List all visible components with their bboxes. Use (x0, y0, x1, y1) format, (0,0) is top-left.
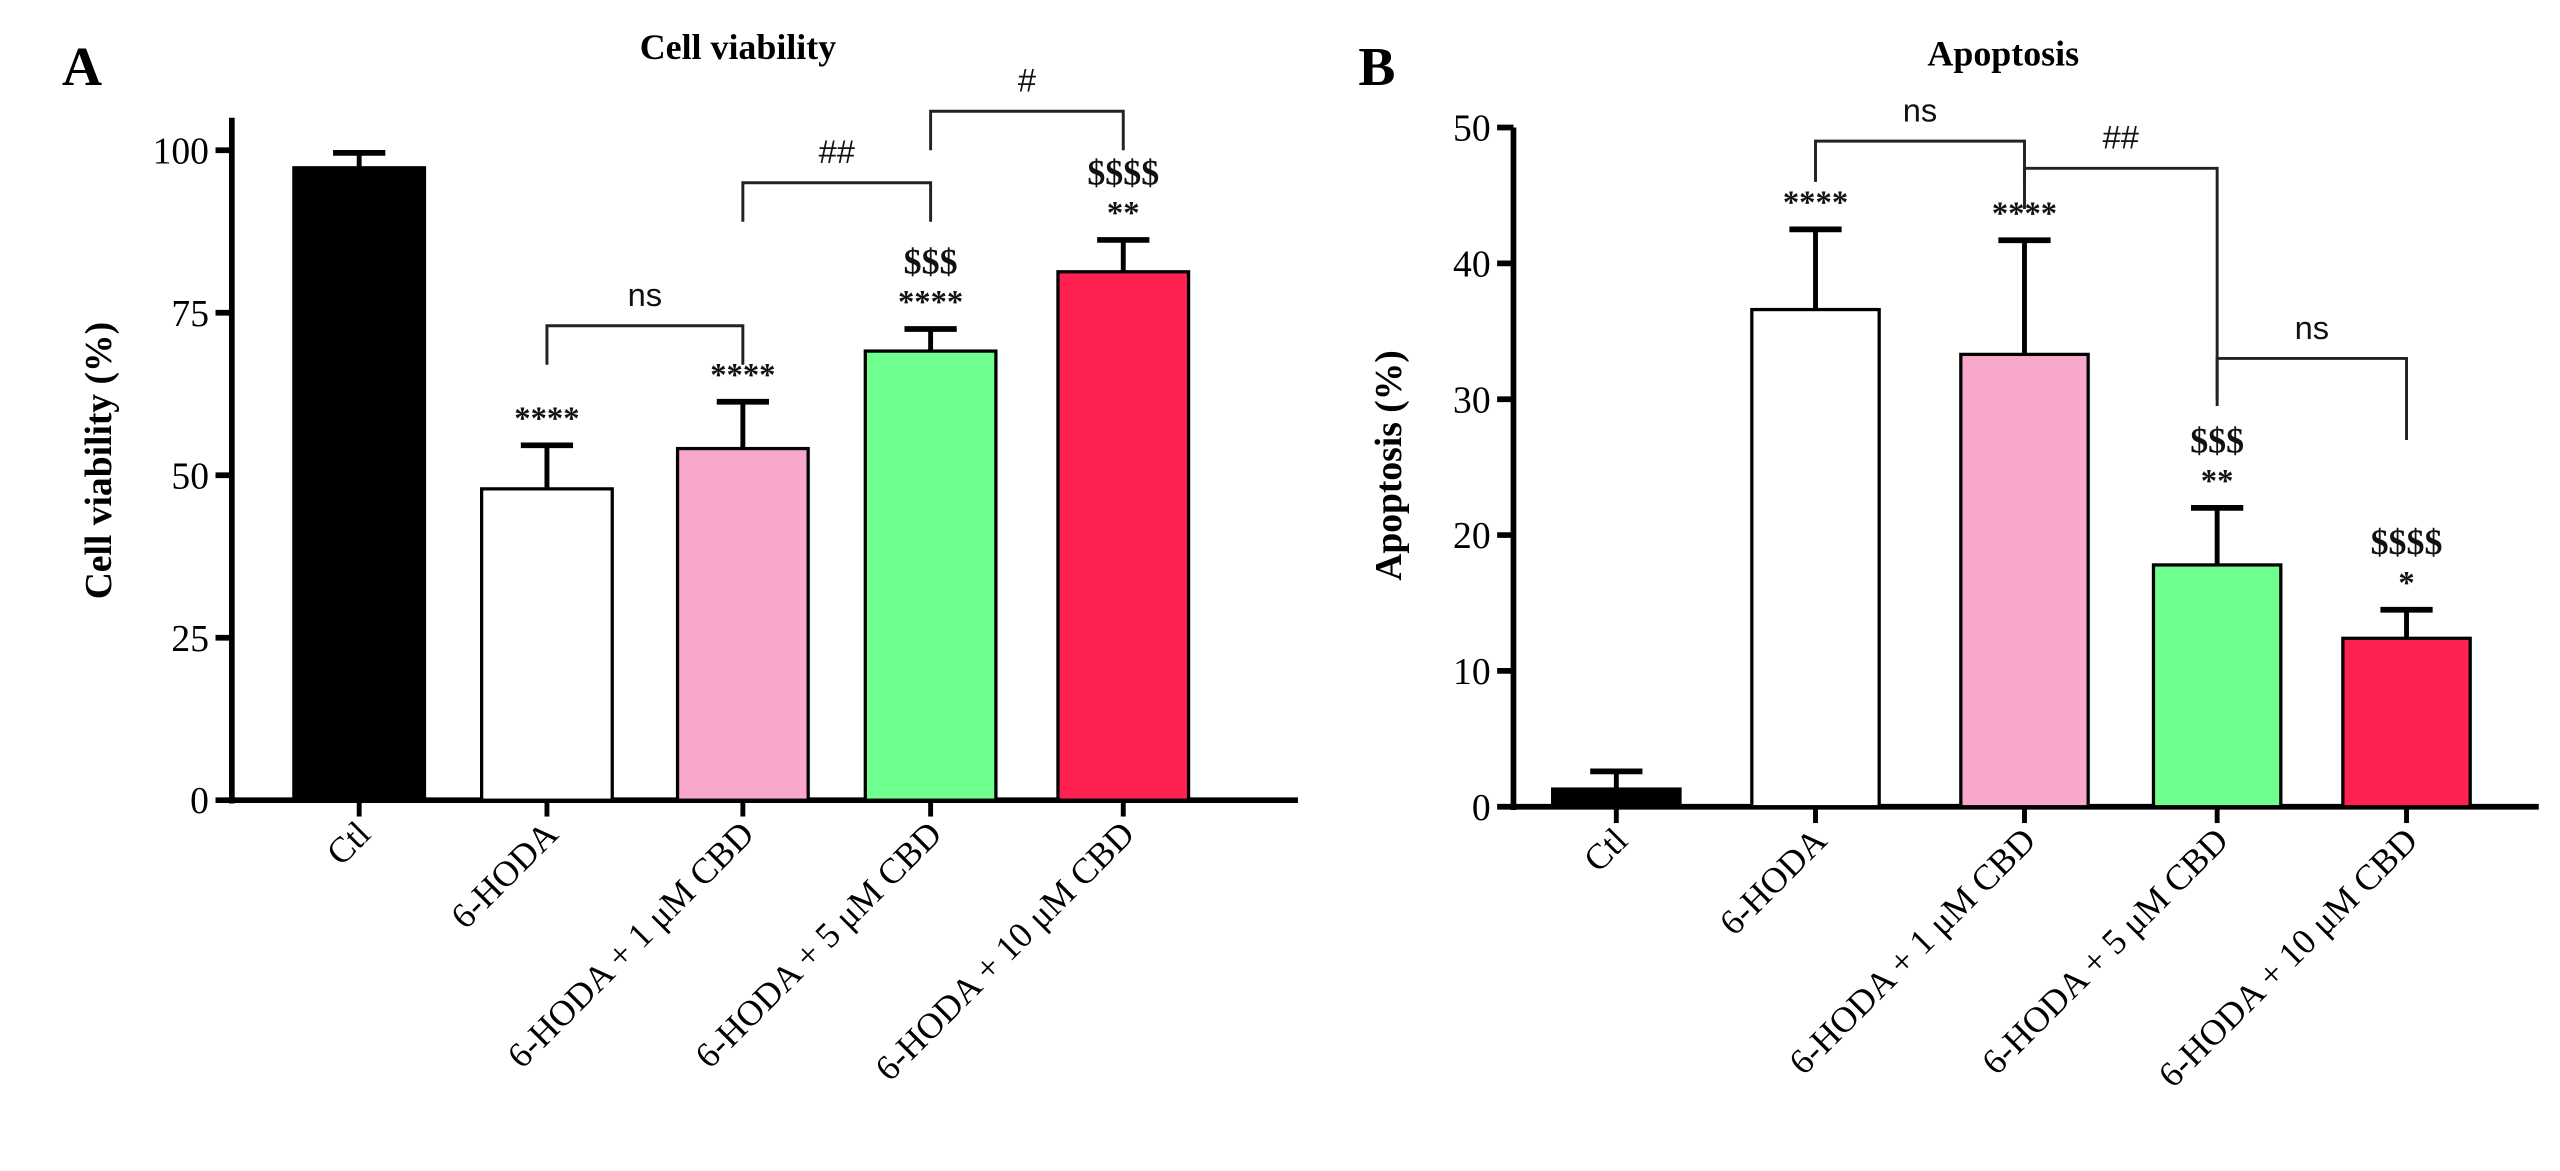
significance-label: **** (514, 401, 579, 437)
y-tick-label: 30 (1453, 380, 1491, 421)
comparison-bracket (1814, 139, 2026, 182)
y-tick-label: 20 (1453, 516, 1491, 557)
bar (675, 446, 810, 802)
x-tick-label: Ctl (1576, 820, 1635, 879)
bar (1959, 352, 2090, 809)
comparison-label: ns (2295, 309, 2329, 346)
panel-b: B Apoptosis Apoptosis (%) 0 10 20 30 40 50 Ctl… (1358, 33, 2539, 1095)
y-tick-label: 100 (153, 131, 209, 172)
significance-label: $$$ (2190, 420, 2244, 460)
bar (1551, 787, 1682, 809)
comparison-bracket (929, 109, 1125, 151)
y-tick-label: 75 (171, 294, 209, 335)
x-tick-label: 6-HODA (1711, 820, 1834, 943)
comparison-bracket (2023, 166, 2219, 407)
bar (2341, 636, 2472, 809)
chart-title-b: Apoptosis (1927, 33, 2079, 73)
x-tick-label: Ctl (319, 813, 378, 872)
significance-label: ** (2201, 464, 2234, 500)
x-tick-label: 6-HODA (443, 813, 566, 936)
y-tick-label: 40 (1453, 244, 1491, 285)
chart-title-a: Cell viability (640, 27, 837, 67)
y-tick-label: 0 (190, 781, 209, 822)
y-axis-label-b: Apoptosis (%) (1369, 350, 1410, 581)
bar (1750, 307, 1881, 809)
comparison-label: # (1018, 62, 1036, 99)
significance-label: **** (898, 285, 963, 321)
significance-label: ** (1107, 196, 1140, 232)
significance-label: $$$ (904, 241, 958, 281)
y-tick-label: 10 (1453, 652, 1491, 693)
significance-label: **** (1783, 185, 1848, 221)
y-tick-label: 50 (1453, 109, 1491, 150)
comparison-bracket (545, 324, 745, 365)
bar (480, 487, 614, 802)
significance-label: $$$$ (1087, 152, 1159, 192)
comparison-bracket (2215, 356, 2408, 440)
comparison-label: ## (819, 133, 855, 170)
comparison-label: ## (2103, 119, 2139, 156)
comparison-label: ns (1903, 92, 1937, 129)
bar (1056, 270, 1191, 802)
bar (863, 349, 998, 802)
y-tick-label: 0 (1472, 788, 1491, 829)
panel-label-a: A (62, 37, 102, 98)
panel-a: A Cell viability Cell viability (%) 0 25 5… (62, 27, 1298, 1088)
y-axis-label-a: Cell viability (%) (79, 322, 120, 599)
bar (292, 166, 427, 802)
comparison-label: ns (628, 276, 662, 313)
y-tick-label: 25 (171, 619, 209, 660)
y-tick-label: 50 (171, 456, 209, 497)
panel-label-b: B (1358, 37, 1395, 98)
comparison-bracket (741, 181, 933, 222)
significance-label: * (2398, 565, 2414, 601)
significance-label: $$$$ (2371, 522, 2443, 562)
bar (2151, 563, 2283, 809)
